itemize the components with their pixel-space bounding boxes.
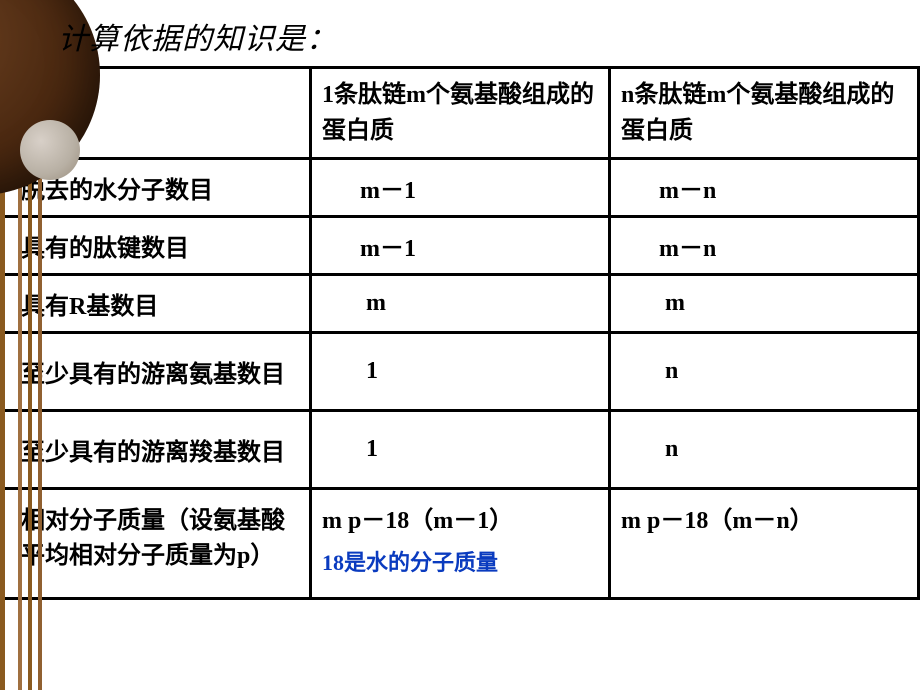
header-cell-nchain: n条肽链m个氨基酸组成的蛋白质	[609, 68, 918, 159]
cell-value: 1	[310, 411, 609, 489]
cell-value: n	[609, 411, 918, 489]
table-row: 至少具有的游离氨基数目 1 n	[2, 333, 919, 411]
cell-value: m	[310, 275, 609, 333]
row-label: 具有的肽键数目	[2, 217, 311, 275]
cell-value: m－n	[609, 159, 918, 217]
table-row: 脱去的水分子数目 m－1 m－n	[2, 159, 919, 217]
slide-title: 计算依据的知识是：	[58, 14, 337, 58]
table-header-row: 1条肽链m个氨基酸组成的蛋白质 n条肽链m个氨基酸组成的蛋白质	[2, 68, 919, 159]
table-row: 具有的肽键数目 m－1 m－n	[2, 217, 919, 275]
left-decoration	[0, 0, 45, 690]
cell-value: n	[609, 333, 918, 411]
cell-value: m p－18（m－n）	[609, 489, 918, 599]
table-row: 至少具有的游离羧基数目 1 n	[2, 411, 919, 489]
row-label: 至少具有的游离羧基数目	[2, 411, 311, 489]
header-cell-1chain: 1条肽链m个氨基酸组成的蛋白质	[310, 68, 609, 159]
formula-text: m p－18（m－1）	[322, 508, 513, 534]
row-label: 至少具有的游离氨基数目	[2, 333, 311, 411]
row-label: 具有R基数目	[2, 275, 311, 333]
slide: 计算依据的知识是： 1条肽链m个氨基酸组成的蛋白质 n条肽链m个氨基酸组成的蛋白…	[0, 0, 920, 690]
row-label: 相对分子质量（设氨基酸平均相对分子质量为p）	[2, 489, 311, 599]
cell-value: m－1	[310, 159, 609, 217]
water-mass-note: 18是水的分子质量	[322, 545, 598, 577]
cell-value: m	[609, 275, 918, 333]
cell-value-with-note: m p－18（m－1） 18是水的分子质量	[310, 489, 609, 599]
deco-sphere-small	[20, 120, 80, 180]
cell-value: m－n	[609, 217, 918, 275]
protein-formula-table: 1条肽链m个氨基酸组成的蛋白质 n条肽链m个氨基酸组成的蛋白质 脱去的水分子数目…	[0, 66, 920, 600]
cell-value: m－1	[310, 217, 609, 275]
cell-value: 1	[310, 333, 609, 411]
table-row: 相对分子质量（设氨基酸平均相对分子质量为p） m p－18（m－1） 18是水的…	[2, 489, 919, 599]
table-row: 具有R基数目 m m	[2, 275, 919, 333]
